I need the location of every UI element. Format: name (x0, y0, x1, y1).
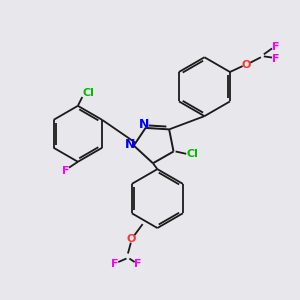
Text: F: F (134, 260, 142, 269)
Text: Cl: Cl (82, 88, 94, 98)
Text: Cl: Cl (187, 149, 199, 159)
Text: F: F (272, 54, 279, 64)
Text: F: F (272, 42, 279, 52)
Text: O: O (126, 234, 136, 244)
Text: O: O (242, 60, 251, 70)
Text: N: N (125, 139, 135, 152)
Text: F: F (111, 260, 118, 269)
Text: F: F (62, 166, 69, 176)
Text: N: N (139, 118, 149, 130)
